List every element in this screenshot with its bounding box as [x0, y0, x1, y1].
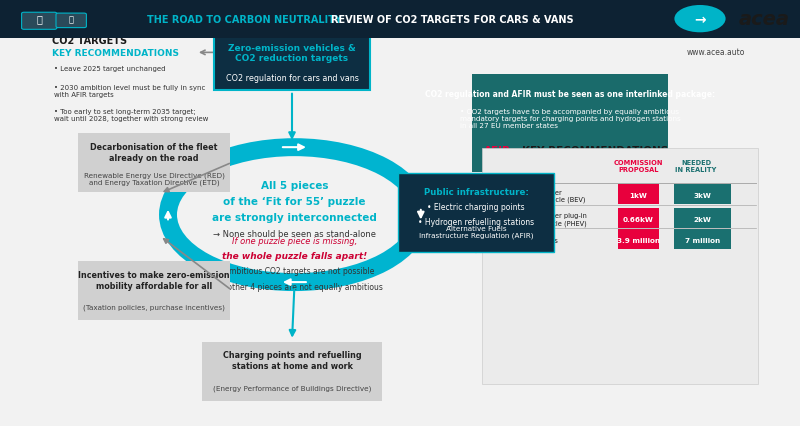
FancyBboxPatch shape [214, 33, 370, 90]
FancyBboxPatch shape [482, 148, 758, 384]
Text: • CO2 targets have to be accompanied by equally ambitious
mandatory targets for : • CO2 targets have to be accompanied by … [460, 109, 680, 129]
Text: (Energy Performance of Buildings Directive): (Energy Performance of Buildings Directi… [213, 385, 371, 391]
Text: of the ‘Fit for 55’ puzzle: of the ‘Fit for 55’ puzzle [223, 196, 366, 207]
FancyBboxPatch shape [398, 173, 554, 253]
Text: 🚗: 🚗 [69, 15, 74, 24]
Text: Charging points and refuelling
stations at home and work: Charging points and refuelling stations … [222, 351, 362, 370]
Text: If one puzzle piece is missing,: If one puzzle piece is missing, [232, 236, 357, 245]
Text: Renewable Energy Use Directive (RED)
and Energy Taxation Directive (ETD): Renewable Energy Use Directive (RED) and… [83, 172, 225, 186]
FancyBboxPatch shape [674, 185, 731, 205]
Text: KEY RECOMMENDATIONS: KEY RECOMMENDATIONS [522, 146, 668, 155]
FancyBboxPatch shape [674, 230, 731, 250]
Text: COMMISSION
PROPOSAL: COMMISSION PROPOSAL [614, 160, 663, 173]
Text: Incentives to make zero-emission
mobility affordable for all: Incentives to make zero-emission mobilit… [78, 271, 230, 290]
Circle shape [189, 159, 400, 271]
Text: →: → [694, 13, 706, 26]
Text: Charging capacity per plug-in
hybrid electric vehicle (PHEV): Charging capacity per plug-in hybrid ele… [488, 213, 587, 226]
Text: CO2 regulation for cars and vans: CO2 regulation for cars and vans [226, 74, 358, 83]
Text: the whole puzzle falls apart!: the whole puzzle falls apart! [222, 251, 367, 261]
Text: 2kW: 2kW [694, 216, 711, 222]
Bar [0, 0, 800, 39]
Text: 3.9 million: 3.9 million [617, 238, 660, 244]
Text: 7 million: 7 million [685, 238, 720, 244]
Circle shape [674, 6, 726, 33]
Text: AFIR: AFIR [484, 146, 511, 155]
Text: acea: acea [738, 10, 790, 29]
Text: 1kW: 1kW [630, 193, 647, 199]
Text: if the other 4 pieces are not equally ambitious: if the other 4 pieces are not equally am… [206, 282, 383, 291]
Text: • Too early to set long-term 2035 target;
wait until 2028, together with strong : • Too early to set long-term 2035 target… [54, 109, 208, 121]
Text: REVIEW OF CO2 TARGETS FOR CARS & VANS: REVIEW OF CO2 TARGETS FOR CARS & VANS [330, 14, 574, 25]
FancyBboxPatch shape [618, 185, 659, 205]
FancyBboxPatch shape [618, 230, 659, 250]
Text: Public infrastructure:: Public infrastructure: [423, 187, 529, 196]
Text: (Taxation policies, purchase incentives): (Taxation policies, purchase incentives) [83, 304, 225, 310]
Text: Decarbonisation of the fleet
already on the road: Decarbonisation of the fleet already on … [90, 143, 218, 162]
Text: are strongly interconnected: are strongly interconnected [212, 213, 377, 223]
Text: CO2 TARGETS: CO2 TARGETS [52, 35, 127, 46]
Text: • Electric charging points: • Electric charging points [427, 202, 525, 211]
FancyBboxPatch shape [674, 208, 731, 228]
Text: All 5 pieces: All 5 pieces [261, 180, 328, 190]
FancyBboxPatch shape [78, 261, 230, 320]
Text: 0.66kW: 0.66kW [623, 216, 654, 222]
Text: Alternative Fuels
Infrastructure Regulation (AFIR): Alternative Fuels Infrastructure Regulat… [418, 225, 534, 239]
FancyBboxPatch shape [472, 75, 668, 173]
Text: Total charging points: Total charging points [488, 238, 558, 244]
Text: Charging capacity per
battery electric vehicle (BEV): Charging capacity per battery electric v… [488, 189, 586, 203]
FancyBboxPatch shape [202, 342, 382, 401]
Text: www.acea.auto: www.acea.auto [687, 47, 745, 57]
Text: → Ambitious CO2 targets are not possible: → Ambitious CO2 targets are not possible [214, 267, 374, 276]
Text: • 2030 ambition level must be fully in sync
with AFIR targets: • 2030 ambition level must be fully in s… [54, 85, 205, 98]
Text: • Leave 2025 target unchanged: • Leave 2025 target unchanged [54, 66, 165, 72]
FancyBboxPatch shape [22, 13, 57, 30]
Text: → None should be seen as stand-alone: → None should be seen as stand-alone [213, 229, 376, 239]
FancyBboxPatch shape [78, 133, 230, 193]
FancyBboxPatch shape [618, 208, 659, 228]
Text: • Hydrogen refuelling stations: • Hydrogen refuelling stations [418, 217, 534, 226]
Text: CO2 regulation and AFIR must be seen as one interlinked package:: CO2 regulation and AFIR must be seen as … [425, 89, 715, 98]
Text: NEEDED
IN REALITY: NEEDED IN REALITY [675, 160, 717, 173]
Text: Zero-emission vehicles &
CO2 reduction targets: Zero-emission vehicles & CO2 reduction t… [228, 44, 356, 63]
FancyBboxPatch shape [56, 14, 86, 29]
Text: 3kW: 3kW [694, 193, 711, 199]
Text: THE ROAD TO CARBON NEUTRALITY: THE ROAD TO CARBON NEUTRALITY [146, 14, 342, 25]
Text: 🚐: 🚐 [36, 14, 42, 25]
Text: KEY RECOMMENDATIONS: KEY RECOMMENDATIONS [52, 49, 179, 58]
